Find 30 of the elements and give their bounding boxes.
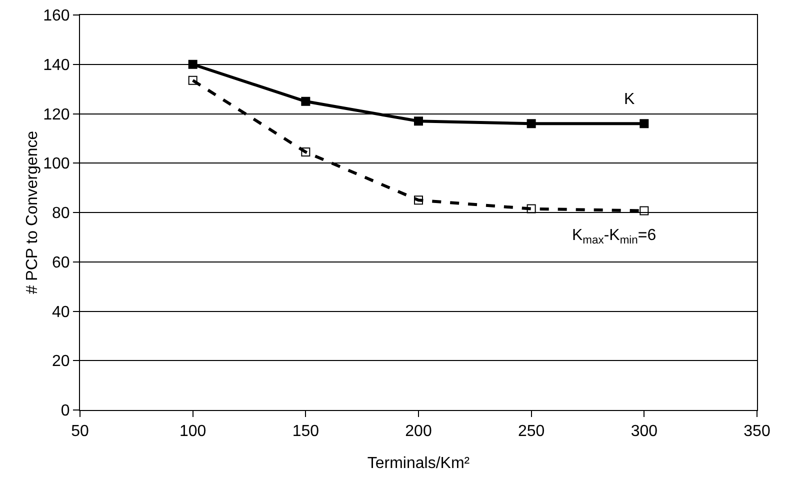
x-tick-label: 50: [71, 423, 89, 440]
x-tick-label: 350: [744, 423, 770, 440]
x-tick-label: 100: [179, 423, 206, 440]
series-label: K$_{max}$-K$_{min}$=6: [572, 227, 656, 246]
y-axis-title: # PCP to Convergence: [24, 130, 42, 294]
y-tick-label: 20: [52, 353, 70, 370]
point: [301, 148, 310, 157]
y-tick-label: 0: [60, 402, 70, 420]
point: [640, 206, 649, 216]
point: [414, 196, 423, 205]
point: [414, 116, 423, 126]
point: [188, 60, 198, 69]
point: [640, 119, 649, 128]
point: [188, 76, 198, 85]
x-tick-label: 150: [292, 423, 320, 440]
point: [526, 204, 536, 214]
y-tick-label: 60: [52, 254, 70, 272]
x-axis-title: Terminals/Km²: [367, 455, 470, 472]
y-tick-label: 140: [43, 56, 70, 74]
y-tick-label: 160: [43, 8, 70, 25]
x-tick-label: 200: [405, 423, 432, 440]
y-tick-label: 40: [52, 304, 70, 321]
y-tick-label: 120: [43, 106, 70, 124]
point: [526, 119, 536, 128]
y-tick-label: 80: [52, 205, 70, 222]
x-tick-label: 300: [630, 423, 658, 440]
x-tick-label: 250: [518, 423, 545, 440]
point: [301, 96, 310, 106]
series-label: K: [624, 91, 635, 108]
y-tick-label: 100: [43, 156, 70, 173]
